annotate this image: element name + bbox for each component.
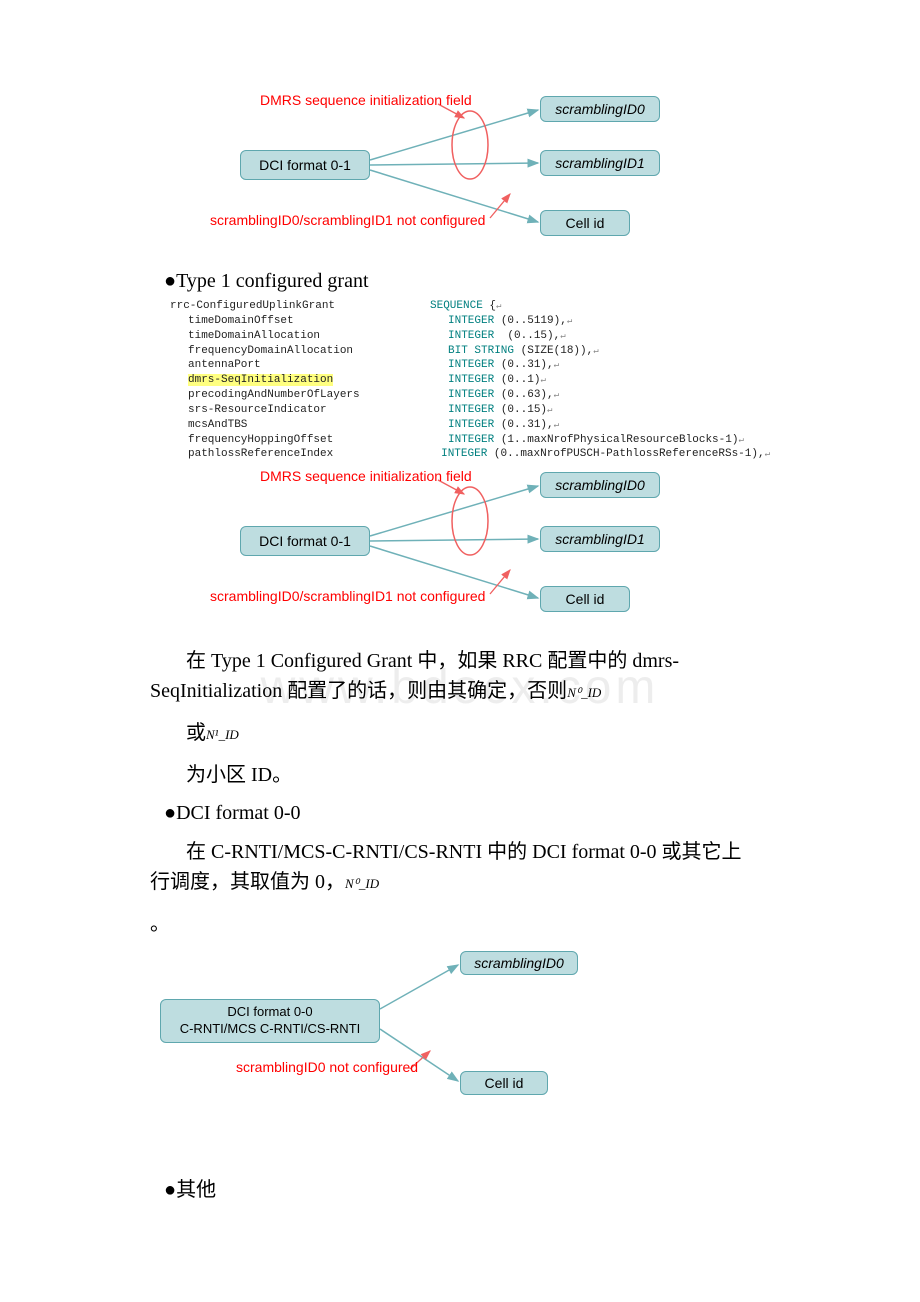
- symbol-nid1: N¹_ID: [206, 727, 239, 742]
- node-scramblingid1: scramblingID1: [540, 526, 660, 552]
- label-not-configured-0: scramblingID0 not configured: [236, 1059, 418, 1075]
- node-dci-0-1: DCI format 0-1: [240, 150, 370, 180]
- paragraph-or: 或N¹_ID: [186, 718, 830, 748]
- symbol-nid0-b: N⁰_ID: [345, 876, 379, 891]
- node-scramblingid0: scramblingID0: [540, 96, 660, 122]
- node-dci-0-0: DCI format 0-0 C-RNTI/MCS C-RNTI/CS-RNTI: [160, 999, 380, 1043]
- sequence-block: rrc-ConfiguredUplinkGrantSEQUENCE {↵time…: [170, 299, 770, 462]
- node-cell-id: Cell id: [540, 210, 630, 236]
- node-cell-id: Cell id: [460, 1071, 548, 1095]
- paragraph-period: 。: [150, 909, 830, 939]
- paragraph-type1-2: SeqInitialization 配置了的话，则由其确定，否则: [150, 680, 567, 702]
- node-dci-0-1: DCI format 0-1: [240, 526, 370, 556]
- bullet-type1: ●Type 1 configured grant: [164, 270, 830, 293]
- label-dmrs-field: DMRS sequence initialization field: [260, 468, 472, 484]
- diagram-dci01-mid: DMRS sequence initialization field DCI f…: [180, 466, 740, 626]
- node-dci00-line2: C-RNTI/MCS C-RNTI/CS-RNTI: [169, 1021, 371, 1038]
- bullet-dci00: ●DCI format 0-0: [164, 802, 830, 825]
- paragraph-type1-1: 在 Type 1 Configured Grant 中，如果 RRC 配置中的 …: [150, 646, 830, 706]
- node-scramblingid1: scramblingID1: [540, 150, 660, 176]
- bullet-other: ●其他: [164, 1173, 830, 1202]
- label-not-configured: scramblingID0/scramblingID1 not configur…: [210, 212, 485, 228]
- paragraph-cellid: 为小区 ID。: [186, 760, 830, 790]
- paragraph-dci00: 在 C-RNTI/MCS-C-RNTI/CS-RNTI 中的 DCI forma…: [150, 837, 830, 897]
- label-dmrs-field: DMRS sequence initialization field: [260, 92, 472, 108]
- label-not-configured: scramblingID0/scramblingID1 not configur…: [210, 588, 485, 604]
- node-scramblingid0: scramblingID0: [460, 951, 578, 975]
- symbol-nid0: N⁰_ID: [567, 685, 601, 700]
- node-dci00-line1: DCI format 0-0: [169, 1004, 371, 1021]
- node-cell-id: Cell id: [540, 586, 630, 612]
- diagram-dci01-top: DMRS sequence initialization field DCI f…: [180, 90, 740, 250]
- diagram-dci00: DCI format 0-0 C-RNTI/MCS C-RNTI/CS-RNTI…: [160, 951, 600, 1111]
- node-scramblingid0: scramblingID0: [540, 472, 660, 498]
